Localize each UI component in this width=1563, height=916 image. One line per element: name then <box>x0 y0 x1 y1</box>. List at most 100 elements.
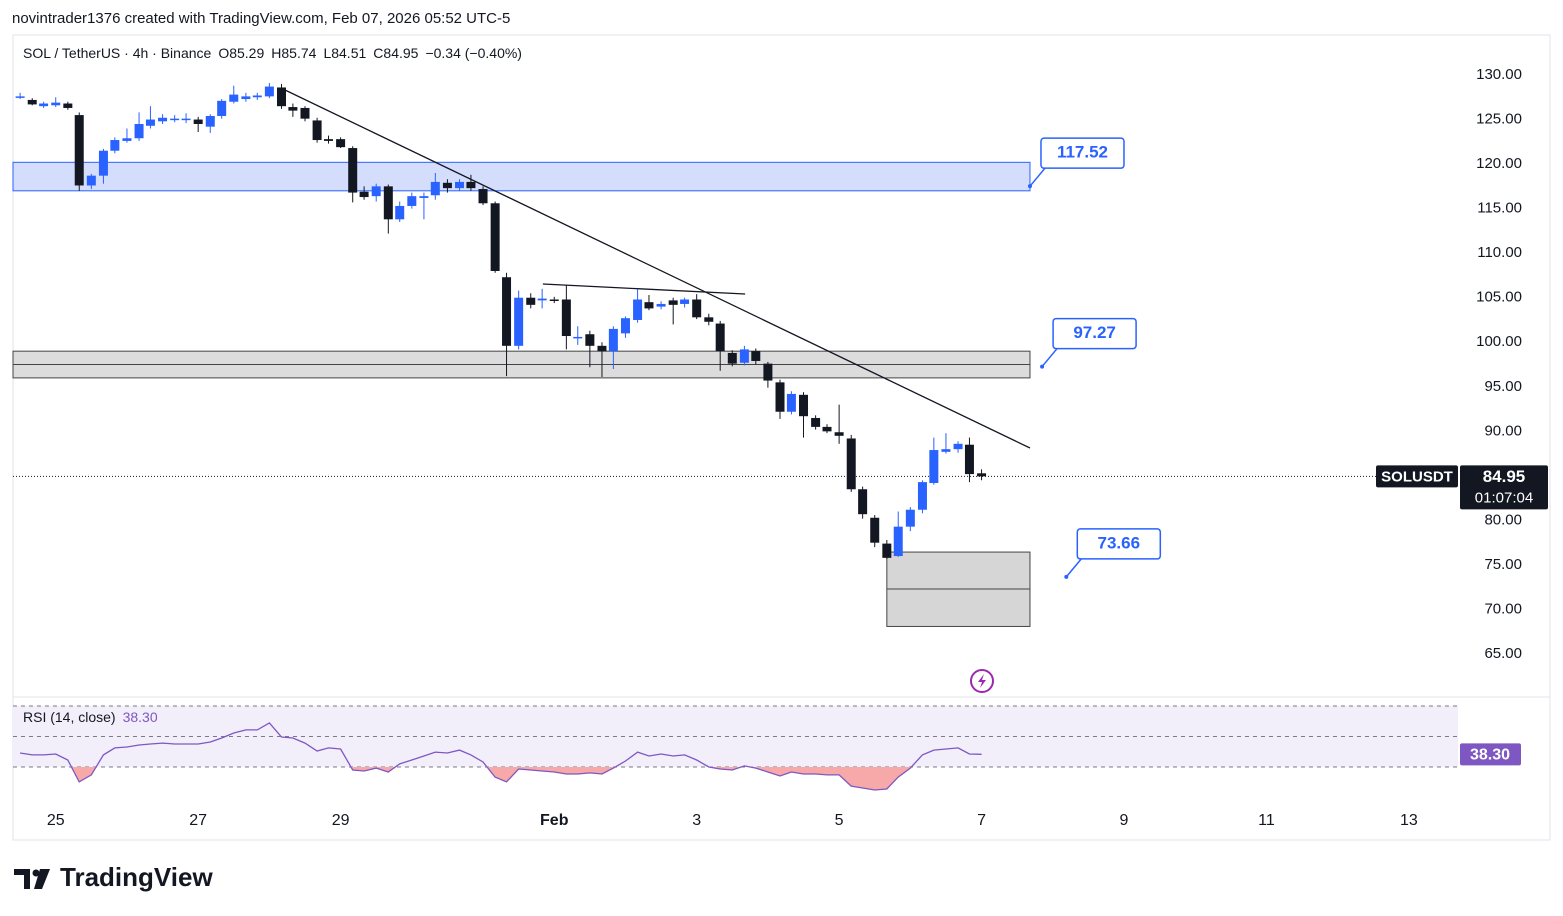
trendline <box>282 88 1031 449</box>
callout-box <box>1052 317 1137 350</box>
candle-body <box>158 117 168 122</box>
ohlc-key: L <box>323 45 331 61</box>
last-price-bg <box>1460 465 1548 510</box>
candle-body <box>145 119 155 126</box>
candle-body <box>846 438 856 490</box>
candle-body <box>608 328 618 352</box>
callout-pointer <box>1065 558 1082 578</box>
x-tick-label: 3 <box>692 812 701 829</box>
candle-body <box>715 323 725 352</box>
rsi-value-bg <box>1460 743 1521 766</box>
candle-body <box>288 107 298 111</box>
candle-body <box>644 302 654 309</box>
candle-body <box>585 334 595 346</box>
candle-body <box>27 99 37 105</box>
brand-name: TradingView <box>60 862 213 892</box>
candle-body <box>870 517 880 543</box>
y-tick-label: 100.00 <box>1476 333 1522 350</box>
callout-box <box>1040 137 1125 169</box>
x-tick-label: 27 <box>189 812 207 829</box>
y-tick-label: 75.00 <box>1484 556 1522 573</box>
y-tick-label: 80.00 <box>1484 511 1522 528</box>
candle-body <box>348 148 358 193</box>
ohlc-value: 85.29 <box>229 45 264 61</box>
chart-frame <box>12 34 1551 841</box>
candle-body <box>383 186 393 220</box>
candle-body <box>490 203 500 271</box>
candle-body <box>15 96 25 98</box>
rsi-legend-value: 38.30 <box>123 709 158 725</box>
candle-body <box>442 182 452 189</box>
candle-body <box>264 86 274 97</box>
x-tick-label: 7 <box>977 812 986 829</box>
candle-body <box>430 181 440 196</box>
y-tick-label: 120.00 <box>1476 155 1522 172</box>
symbol-label: SOLUSDT <box>1381 468 1453 485</box>
ohlc-value: 84.95 <box>383 45 418 61</box>
candle-body <box>526 297 536 305</box>
candle-body <box>63 103 73 108</box>
y-tick-label: 65.00 <box>1484 645 1522 662</box>
candle-body <box>74 115 84 186</box>
y-tick-label: 125.00 <box>1476 111 1522 128</box>
candle-body <box>751 351 761 361</box>
rsi-legend: RSI (14, close) 38.30 <box>23 709 158 725</box>
candle-body <box>739 349 749 363</box>
ohlc-key: O <box>218 45 229 61</box>
candle-body <box>359 191 369 198</box>
y-tick-label: 90.00 <box>1484 422 1522 439</box>
candle-body <box>229 94 239 102</box>
candle-body <box>597 345 607 352</box>
candle-body <box>466 181 476 189</box>
countdown: 01:07:04 <box>1475 489 1533 506</box>
candle-body <box>110 140 120 151</box>
candle-body <box>193 119 203 124</box>
candle-body <box>905 509 915 527</box>
candle-body <box>620 318 630 334</box>
x-tick-label: 11 <box>1258 812 1275 829</box>
y-tick-label: 105.00 <box>1476 289 1522 306</box>
x-tick-label: 25 <box>47 812 65 829</box>
rsi-title: RSI (14, close) <box>23 709 116 725</box>
candle-body <box>834 432 844 436</box>
last-price: 84.95 <box>1483 467 1526 486</box>
x-tick-label: 5 <box>835 812 844 829</box>
ohlc-key: H <box>271 45 281 61</box>
candle-body <box>407 196 417 206</box>
candle-body <box>929 450 939 484</box>
candle-body <box>323 139 333 141</box>
lightning-icon <box>970 669 994 693</box>
candle-body <box>419 196 429 198</box>
callout-anchor <box>1027 184 1032 189</box>
candle-body <box>502 277 512 346</box>
candle-body <box>573 336 583 339</box>
candle-body <box>371 186 381 197</box>
candle-body <box>98 150 108 176</box>
candle-body <box>514 297 524 346</box>
candle-body <box>300 107 310 119</box>
y-tick-label: 110.00 <box>1477 244 1522 261</box>
candle-body <box>86 175 96 186</box>
candle-body <box>953 443 963 450</box>
candle-body <box>633 299 643 320</box>
callout-pointer <box>1041 348 1058 368</box>
zone <box>12 161 1031 192</box>
candle-body <box>241 96 251 100</box>
symbol-label-bg <box>1376 465 1458 488</box>
candle-body <box>882 543 892 558</box>
candle-body <box>786 393 796 412</box>
candle-body <box>561 299 571 337</box>
x-tick-label: 29 <box>332 812 350 829</box>
candle-body <box>478 189 488 204</box>
candle-body <box>537 298 547 301</box>
legend-change: −0.34 (−0.40%) <box>425 45 522 61</box>
candle-body <box>170 118 180 121</box>
candle-body <box>668 300 678 305</box>
candle-body <box>858 489 868 515</box>
candle-body <box>217 100 227 116</box>
candle-body <box>455 181 465 189</box>
candle-body <box>822 426 832 432</box>
x-tick-label: Feb <box>540 812 569 829</box>
